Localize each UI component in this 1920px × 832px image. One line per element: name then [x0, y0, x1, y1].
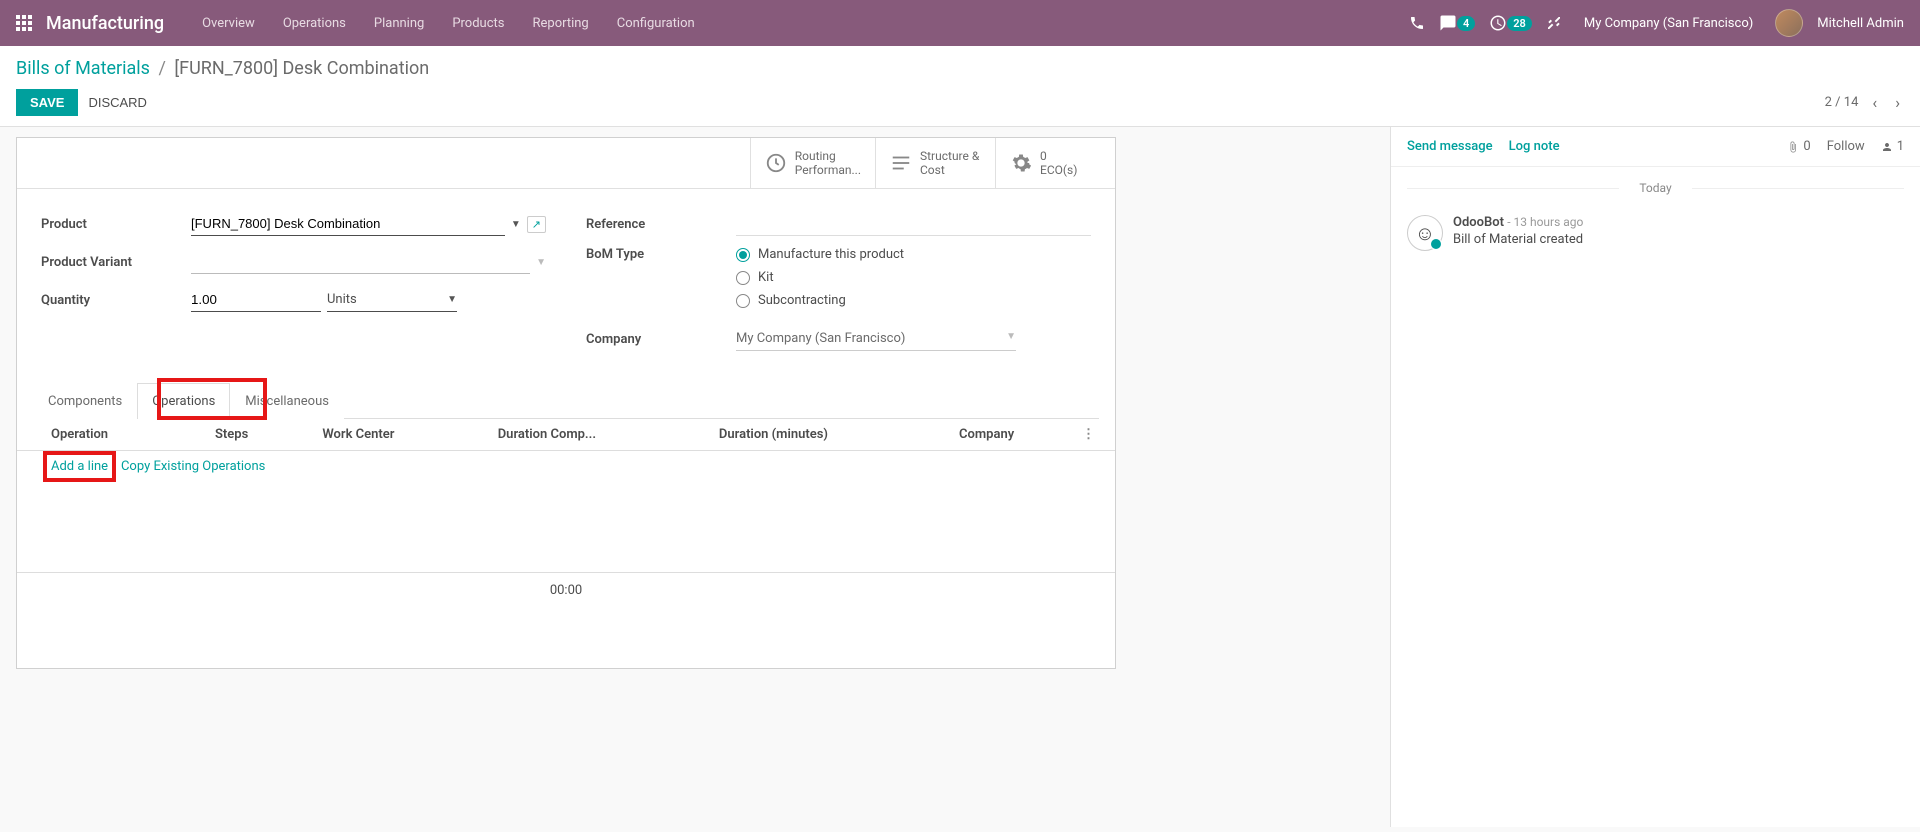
- radio-kit[interactable]: Kit: [736, 270, 904, 285]
- send-message-button[interactable]: Send message: [1407, 139, 1493, 154]
- nav-item-products[interactable]: Products: [438, 0, 518, 46]
- gears-icon: [1010, 152, 1032, 174]
- variant-field[interactable]: [191, 250, 530, 274]
- apps-icon[interactable]: [16, 15, 32, 31]
- pager-position: 2 / 14: [1825, 95, 1859, 110]
- stat-routing-line2: Performan...: [795, 163, 861, 177]
- debug-icon[interactable]: [1546, 15, 1562, 31]
- stat-structure-line2: Cost: [920, 163, 979, 177]
- tab-components[interactable]: Components: [33, 383, 137, 419]
- chatter: Send message Log note 0 Follow 1 Today ☺…: [1390, 127, 1920, 827]
- dropdown-icon: ▼: [447, 294, 457, 305]
- label-bom-type: BoM Type: [586, 247, 736, 262]
- col-duration-min: Duration (minutes): [705, 419, 945, 451]
- save-button[interactable]: SAVE: [16, 89, 78, 116]
- nav-item-planning[interactable]: Planning: [360, 0, 438, 46]
- duration-total: 00:00: [17, 572, 1115, 608]
- breadcrumb-root[interactable]: Bills of Materials: [16, 58, 150, 79]
- attachments-count[interactable]: 0: [1787, 139, 1810, 154]
- stat-ecos[interactable]: 0 ECO(s): [995, 138, 1115, 188]
- log-note-button[interactable]: Log note: [1509, 139, 1560, 154]
- stat-eco-count: 0: [1040, 149, 1077, 163]
- company-value: My Company (San Francisco): [736, 331, 905, 346]
- radio-manufacture[interactable]: Manufacture this product: [736, 247, 904, 262]
- nav-item-configuration[interactable]: Configuration: [603, 0, 709, 46]
- col-operation: Operation: [17, 419, 201, 451]
- add-line-link[interactable]: Add a line: [51, 459, 108, 474]
- operations-table: Operation Steps Work Center Duration Com…: [17, 419, 1115, 608]
- chatter-date-separator: Today: [1391, 167, 1920, 209]
- stat-structure-line1: Structure &: [920, 149, 979, 163]
- messages-badge: 4: [1457, 16, 1475, 31]
- product-field[interactable]: [191, 212, 505, 236]
- dropdown-icon[interactable]: ▼: [536, 257, 546, 268]
- breadcrumb-current: [FURN_7800] Desk Combination: [174, 58, 429, 79]
- dropdown-icon[interactable]: ▼: [511, 219, 521, 230]
- followers-count[interactable]: 1: [1881, 139, 1904, 154]
- message-item: ☺ OdooBot - 13 hours ago Bill of Materia…: [1391, 209, 1920, 257]
- stat-routing-performance[interactable]: Routing Performan...: [750, 138, 875, 188]
- follow-button[interactable]: Follow: [1827, 139, 1865, 154]
- external-link-icon[interactable]: ↗: [527, 216, 546, 233]
- discard-button[interactable]: DISCARD: [88, 95, 147, 110]
- message-author: OdooBot: [1453, 215, 1504, 230]
- company-selector[interactable]: My Company (San Francisco): [1584, 16, 1753, 31]
- label-company: Company: [586, 332, 736, 347]
- activities-icon[interactable]: 28: [1489, 14, 1532, 32]
- stat-structure-cost[interactable]: Structure & Cost: [875, 138, 995, 188]
- dropdown-icon: ▼: [1006, 331, 1016, 346]
- kebab-icon[interactable]: ⋮: [1082, 427, 1101, 442]
- pager: 2 / 14 ‹ ›: [1825, 93, 1904, 112]
- stat-routing-line1: Routing: [795, 149, 861, 163]
- messages-icon[interactable]: 4: [1439, 14, 1475, 32]
- company-field[interactable]: My Company (San Francisco) ▼: [736, 327, 1016, 351]
- uom-value: Units: [327, 292, 357, 307]
- copy-operations-link[interactable]: Copy Existing Operations: [121, 459, 265, 474]
- breadcrumb: Bills of Materials / [FURN_7800] Desk Co…: [16, 58, 1904, 79]
- pager-next-icon[interactable]: ›: [1891, 93, 1904, 112]
- phone-icon[interactable]: [1409, 15, 1425, 31]
- reference-field[interactable]: [736, 212, 1091, 236]
- control-panel: Bills of Materials / [FURN_7800] Desk Co…: [0, 46, 1920, 127]
- col-steps: Steps: [201, 419, 308, 451]
- activities-badge: 28: [1507, 16, 1532, 31]
- list-icon: [890, 152, 912, 174]
- stat-eco-label: ECO(s): [1040, 163, 1077, 177]
- radio-subcontracting[interactable]: Subcontracting: [736, 293, 904, 308]
- col-company: Company: [959, 427, 1014, 442]
- nav-item-overview[interactable]: Overview: [188, 0, 269, 46]
- form-sheet: Routing Performan... Structure & Cost: [16, 137, 1116, 669]
- tab-miscellaneous[interactable]: Miscellaneous: [230, 383, 344, 419]
- stat-button-box: Routing Performan... Structure & Cost: [17, 138, 1115, 189]
- quantity-field[interactable]: [191, 288, 321, 312]
- pager-prev-icon[interactable]: ‹: [1868, 93, 1881, 112]
- tabs: Components Operations Miscellaneous: [33, 382, 1099, 419]
- top-navbar: Manufacturing Overview Operations Planni…: [0, 0, 1920, 46]
- tab-operations[interactable]: Operations: [137, 383, 230, 419]
- uom-field[interactable]: Units ▼: [327, 288, 457, 312]
- label-product: Product: [41, 217, 191, 232]
- label-variant: Product Variant: [41, 255, 191, 270]
- user-avatar[interactable]: [1775, 9, 1803, 37]
- label-reference: Reference: [586, 217, 736, 232]
- col-workcenter: Work Center: [308, 419, 483, 451]
- nav-item-operations[interactable]: Operations: [269, 0, 360, 46]
- nav-menu: Overview Operations Planning Products Re…: [188, 0, 709, 46]
- nav-item-reporting[interactable]: Reporting: [519, 0, 603, 46]
- bom-type-radios: Manufacture this product Kit Subcontract…: [736, 247, 904, 316]
- message-body: Bill of Material created: [1453, 232, 1583, 247]
- col-duration-comp: Duration Comp...: [484, 419, 705, 451]
- label-quantity: Quantity: [41, 293, 191, 308]
- message-time: - 13 hours ago: [1507, 215, 1583, 229]
- bot-avatar-icon: ☺: [1407, 215, 1443, 251]
- clock-icon: [765, 152, 787, 174]
- app-title: Manufacturing: [46, 13, 164, 34]
- user-name[interactable]: Mitchell Admin: [1817, 16, 1904, 31]
